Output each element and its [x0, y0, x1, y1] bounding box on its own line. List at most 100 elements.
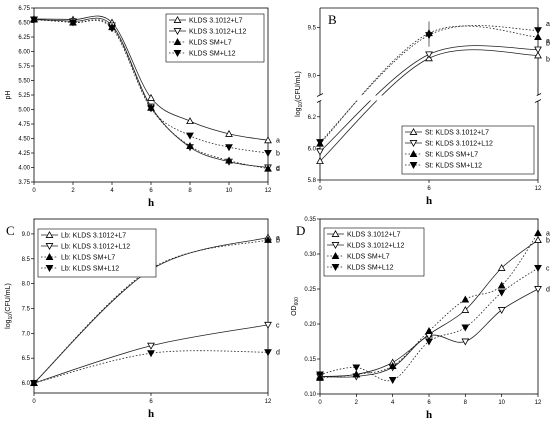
data-point [534, 286, 542, 294]
y-tick-label: 8.0 [22, 282, 31, 288]
legend-box [37, 228, 157, 278]
legend-marker [409, 140, 418, 148]
data-point [316, 139, 324, 147]
y-axis-label-rest: (CFU/mL) [295, 71, 302, 102]
legend-marker [409, 127, 418, 135]
chart-panel-2: 9.09.55.86.06.20 6 12hlog10(CFU/mL)BbbaaSt… [295, 7, 550, 207]
y-tick-label: 5.75 [18, 64, 30, 70]
data-point [534, 27, 542, 35]
y-axis-label: pH [5, 91, 12, 100]
legend-entry: KLDS SM+L12 [347, 265, 394, 272]
y-axis-label: log10(CFU/mL) [5, 283, 14, 329]
y-tick-label: 4.25 [18, 151, 30, 157]
chart-panel-3: 6.0 6.5 7.0 7.5 8.0 8.5 9.0 0 6 12 h log10(CFU/mL) C… [5, 218, 280, 420]
series-end-label: d [546, 287, 550, 294]
legend-marker [173, 28, 182, 36]
y-tick-label: 0.25 [304, 287, 316, 293]
y-tick-label: 5.25 [18, 93, 30, 99]
legend-box [323, 227, 425, 277]
chart-panel-4: 0.10 0.15 0.20 0.25 0.30 0.35 0 2 4 6 8 10 12 h OD600 D… [291, 217, 550, 421]
chart-panel-1: 3.75 4.00 4.25 4.50 4.75 5.00 5.25 5.50 5.75 6.00… [5, 6, 280, 209]
data-point [352, 364, 361, 372]
data-point [30, 380, 38, 388]
panel-label: C [6, 223, 15, 238]
y-tick-label: 7.5 [22, 306, 31, 312]
series-end-label: d [276, 166, 280, 173]
data-point [352, 370, 361, 378]
series-line-4 [319, 267, 539, 382]
panel-label: B [328, 12, 337, 27]
data-point [264, 349, 272, 357]
data-point [69, 19, 77, 27]
x-tick-label: 0 [318, 186, 322, 192]
series-end-label: a [546, 38, 550, 45]
series-end-label: a [276, 235, 280, 242]
y-axis-label: log10(CFU/mL) [295, 71, 304, 117]
legend-marker [45, 230, 54, 238]
series-end-label: b [546, 238, 550, 245]
y-tick-label: 0.35 [304, 217, 316, 223]
series-end-label: d [276, 350, 280, 357]
y-tick-label: 9.5 [308, 25, 317, 31]
series-end-label: c [276, 165, 280, 172]
legend-entry: Lb: KLDS SM+L7 [61, 255, 115, 262]
data-point [225, 144, 233, 152]
y-tick-label: 4.00 [18, 166, 30, 172]
x-tick-label: 0 [318, 400, 322, 406]
x-tick-label: 12 [265, 399, 272, 405]
x-tick-label: 4 [391, 400, 395, 406]
x-tick-label: 10 [498, 400, 505, 406]
y-tick-label: 6.25 [18, 35, 30, 41]
data-point [534, 235, 542, 243]
data-point [316, 157, 324, 165]
legend-box [401, 125, 535, 175]
series-end-label: b [546, 56, 550, 63]
legend-marker [45, 243, 54, 251]
data-point [147, 105, 155, 113]
y-axis-label: OD600 [291, 297, 300, 316]
x-tick-label: 12 [535, 400, 542, 406]
y-tick-label: 0.10 [304, 392, 316, 398]
x-axis-label: h [426, 195, 432, 207]
y-tick-label: 5.8 [308, 178, 317, 184]
x-tick-label: 6 [427, 400, 431, 406]
y-tick-label: 6.5 [22, 356, 31, 362]
x-tick-label: 6 [427, 186, 431, 192]
data-point [264, 321, 272, 329]
data-point [147, 350, 155, 358]
data-point [497, 281, 506, 289]
x-tick-label: 10 [226, 188, 233, 194]
y-tick-label: 5.00 [18, 108, 30, 114]
legend-entry: St: KLDS 3.1012+L7 [425, 130, 489, 137]
series-end-label: a [546, 231, 550, 238]
legend-entry: KLDS SM+L7 [189, 40, 232, 47]
legend-marker [331, 242, 340, 250]
x-tick-label: 8 [464, 400, 468, 406]
y-tick-label: 6.75 [18, 6, 30, 12]
data-point [264, 150, 272, 158]
axis-break-mark [316, 93, 324, 97]
data-point [186, 117, 194, 125]
x-tick-label: 8 [188, 188, 192, 194]
legend-marker [409, 162, 418, 170]
series-end-label: b [276, 237, 280, 244]
data-point [388, 377, 397, 385]
legend-marker [331, 251, 340, 259]
legend-marker [331, 264, 340, 272]
data-point [264, 235, 272, 243]
legend-entry: KLDS SM+L12 [189, 51, 236, 58]
legend-marker [331, 229, 340, 237]
data-point [497, 307, 506, 315]
data-point [497, 289, 506, 297]
data-point [264, 164, 272, 172]
data-point [461, 338, 470, 346]
legend-entry: KLDS SM+L7 [347, 254, 390, 261]
legend-entry: KLDS 3.1012+L7 [189, 18, 243, 25]
data-point [425, 32, 433, 40]
data-point [388, 361, 397, 369]
y-tick-label: 5.50 [18, 79, 30, 85]
x-tick-label: 0 [32, 188, 36, 194]
data-point [425, 51, 433, 59]
axis-break-mark [534, 99, 542, 103]
